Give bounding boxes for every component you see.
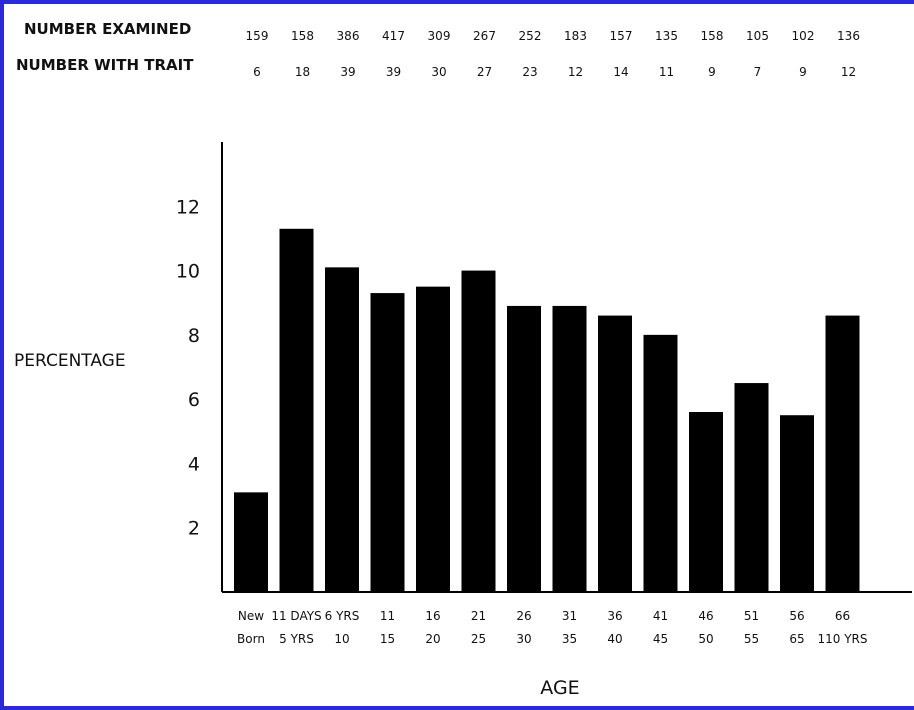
x-category-label-line2: 30 (516, 632, 531, 646)
header-value: 9 (799, 65, 807, 79)
y-axis-label: PERCENTAGE (14, 351, 126, 371)
x-category-label-line1: 56 (789, 609, 804, 623)
y-tick-label: 6 (188, 389, 200, 411)
x-category-label-line2: 10 (334, 632, 349, 646)
header-value: 14 (613, 65, 628, 79)
x-axis-label: AGE (540, 677, 579, 699)
x-category-label-line2: 25 (471, 632, 486, 646)
chart-frame: NUMBER EXAMINED NUMBER WITH TRAIT 159 158… (4, 4, 914, 706)
header-value: 417 (382, 29, 405, 43)
x-category-label-line2: 110 YRS (817, 632, 867, 646)
header-value: 12 (568, 65, 583, 79)
y-tick-label: 4 (188, 453, 200, 475)
x-category-label-line1: 6 YRS (325, 609, 360, 623)
header-value: 267 (473, 29, 496, 43)
header-value: 12 (841, 65, 856, 79)
bar (734, 383, 769, 592)
header-value: 158 (701, 29, 724, 43)
header-value: 18 (295, 65, 310, 79)
x-category-label-line1: 26 (516, 609, 531, 623)
header-label-with-trait: NUMBER WITH TRAIT (16, 56, 194, 74)
header-label-examined: NUMBER EXAMINED (24, 20, 191, 38)
header-row-with-trait: 6 18 39 39 30 27 23 12 14 11 9 7 9 12 (253, 65, 856, 79)
bar (370, 293, 405, 592)
x-category-label-line1: 66 (835, 609, 850, 623)
bar (507, 305, 541, 592)
header-value: 309 (428, 29, 451, 43)
y-tick-label: 8 (188, 325, 200, 347)
x-category-label-line2: 55 (744, 632, 759, 646)
header-value: 159 (246, 29, 269, 43)
x-category-label-line2: 50 (698, 632, 713, 646)
x-category-label-line1: 36 (607, 609, 622, 623)
bar (689, 412, 723, 592)
header-value: 6 (253, 65, 261, 79)
x-category-label-line1: New (238, 609, 264, 623)
bar (461, 270, 496, 592)
x-category-label-line2: 40 (607, 632, 622, 646)
header-value: 39 (340, 65, 355, 79)
y-tick-label: 2 (188, 518, 200, 540)
bar (325, 267, 359, 592)
x-category-labels: New Born 11 DAYS 5 YRS 6 YRS 10 11 15 16 20 21 25 26… (237, 609, 867, 646)
bars (234, 228, 860, 593)
y-tick-labels: 2 4 6 8 10 12 (176, 196, 200, 539)
header-value: 23 (522, 65, 537, 79)
x-category-label-line2: 45 (653, 632, 668, 646)
x-category-label-line1: 16 (425, 609, 440, 623)
header-value: 30 (431, 65, 446, 79)
bar (825, 315, 860, 592)
header-value: 102 (792, 29, 815, 43)
bar-chart: NUMBER EXAMINED NUMBER WITH TRAIT 159 158… (14, 20, 912, 699)
bar (279, 228, 314, 593)
x-category-label-line1: 11 (380, 609, 395, 623)
bar (234, 492, 268, 592)
x-category-label-line2: 20 (425, 632, 440, 646)
bar (643, 334, 678, 592)
x-category-label-line1: 21 (471, 609, 486, 623)
header-value: 135 (655, 29, 678, 43)
header-value: 7 (754, 65, 762, 79)
header-value: 39 (386, 65, 401, 79)
x-category-label-line2: 5 YRS (279, 632, 314, 646)
x-category-label-line1: 31 (562, 609, 577, 623)
header-value: 386 (337, 29, 360, 43)
header-value: 252 (519, 29, 542, 43)
header-value: 157 (610, 29, 633, 43)
header-value: 158 (291, 29, 314, 43)
x-category-label-line2: 35 (562, 632, 577, 646)
x-category-label-line2: 15 (380, 632, 395, 646)
bar (780, 415, 814, 592)
header-value: 9 (708, 65, 716, 79)
bar (416, 286, 450, 592)
bar (552, 305, 587, 592)
x-category-label-line2: 65 (789, 632, 804, 646)
x-category-label-line1: 51 (744, 609, 759, 623)
header-value: 183 (564, 29, 587, 43)
x-category-label-line1: 41 (653, 609, 668, 623)
x-category-label-line1: 46 (698, 609, 713, 623)
x-category-label-line1: 11 DAYS (271, 609, 321, 623)
header-value: 105 (746, 29, 769, 43)
y-tick-label: 10 (176, 261, 200, 283)
bar (598, 315, 632, 592)
header-row-examined: 159 158 386 417 309 267 252 183 157 135 158 105 102 1… (246, 29, 860, 43)
header-value: 27 (477, 65, 492, 79)
header-value: 11 (659, 65, 674, 79)
x-category-label-line2: Born (237, 632, 265, 646)
y-tick-label: 12 (176, 196, 200, 218)
header-value: 136 (837, 29, 860, 43)
